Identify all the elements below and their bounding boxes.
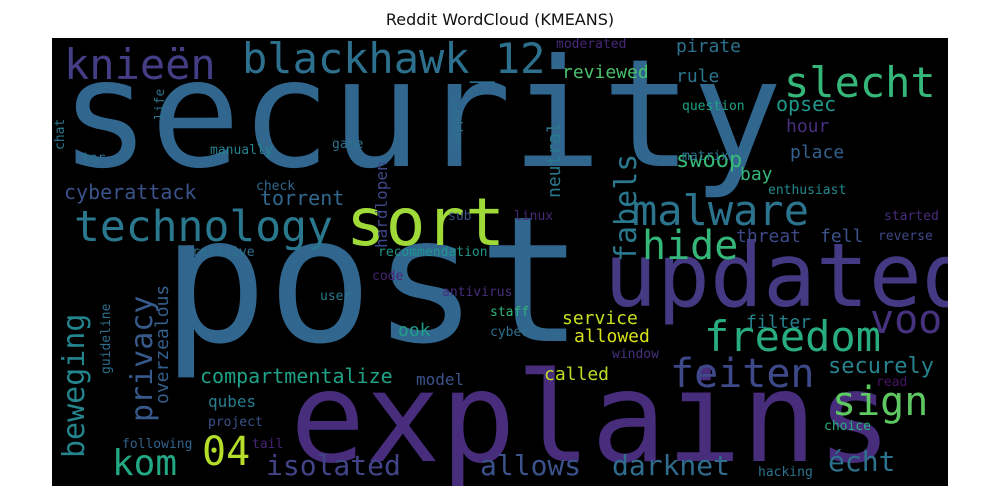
word-reviewed: reviewed xyxy=(562,62,649,83)
word-cloud-canvas: security post explains updated sort technolog… xyxy=(52,38,948,486)
word-allows: allows xyxy=(480,449,582,482)
word-manually: manually xyxy=(210,143,273,158)
word-knie-n: knieën xyxy=(64,40,216,89)
word-pirate: pirate xyxy=(676,38,742,57)
word-kom: kom xyxy=(112,443,178,484)
word-opsec: opsec xyxy=(776,92,837,116)
word-staff: staff xyxy=(490,305,530,320)
word-started: started xyxy=(884,209,939,224)
word-blackhawk-12: blackhawk_12 xyxy=(242,38,546,83)
word-neutral: neutral xyxy=(544,122,565,198)
word-feiten: feiten xyxy=(670,351,815,397)
word-following: following xyxy=(122,437,193,452)
word--cht: écht xyxy=(828,445,896,478)
word-allowed: allowed xyxy=(574,326,650,347)
word-technology: technology xyxy=(74,202,333,252)
word-darknet: darknet xyxy=(612,449,731,482)
word-ook: ook xyxy=(398,320,431,341)
word-securely: securely xyxy=(828,354,934,379)
word-relative: relative xyxy=(192,245,255,260)
word-threat: threat xyxy=(736,226,802,247)
word-post: post xyxy=(162,180,584,383)
chart-title: Reddit WordCloud (KMEANS) xyxy=(385,10,615,29)
word-hide: hide xyxy=(642,223,739,269)
word-window: window xyxy=(612,347,659,362)
word-code: code xyxy=(372,269,404,284)
word-qubes: qubes xyxy=(208,392,257,411)
word-chat: chat xyxy=(53,118,68,150)
word-question: question xyxy=(682,99,745,114)
word-project: project xyxy=(208,415,263,430)
word-matrix: matrix xyxy=(682,149,729,164)
word-voor: voor xyxy=(870,297,948,343)
word-explains: explains xyxy=(290,346,893,486)
word-sort: sort xyxy=(346,184,505,261)
word-fabels: fabels xyxy=(609,153,644,262)
word-place: place xyxy=(790,142,845,163)
word-updated: updated xyxy=(604,224,948,327)
word-check: check xyxy=(256,179,296,194)
word-compartmentalize: compartmentalize xyxy=(200,364,393,388)
word-fell: fell xyxy=(820,226,864,247)
word-guideline: guideline xyxy=(99,303,114,374)
word-filter: filter xyxy=(746,312,812,333)
word-overzealous: overzealous xyxy=(152,284,173,404)
word-reverse: reverse xyxy=(878,229,933,244)
word-swoop: swoop xyxy=(676,148,743,173)
word-rule: rule xyxy=(676,66,720,87)
word-life: life xyxy=(153,88,168,120)
word-beweging: beweging xyxy=(57,313,92,459)
word-support: support xyxy=(449,93,464,148)
word-recommendation: recommendation xyxy=(378,245,488,260)
word-tail: tail xyxy=(252,437,284,452)
word-enthusiast: enthusiast xyxy=(768,183,847,198)
word-model: model xyxy=(416,370,465,389)
word-service: service xyxy=(562,308,638,329)
word-called: called xyxy=(544,364,610,385)
word-user: user xyxy=(320,289,352,304)
word-read: read xyxy=(876,375,908,390)
word-game: game xyxy=(332,137,364,152)
word-freedom: freedom xyxy=(704,312,882,361)
word-antivirus: antivirus xyxy=(442,285,513,300)
word-slecht: slecht xyxy=(784,58,936,107)
word-isolated: isolated xyxy=(266,449,401,482)
word-cyberattack: cyberattack xyxy=(64,180,197,204)
word-choice: choice xyxy=(824,419,871,434)
word-torrent: torrent xyxy=(260,186,345,210)
word-bay: bay xyxy=(740,164,773,185)
word-sub: sub xyxy=(448,209,472,224)
word-linux: linux xyxy=(514,209,554,224)
word-moderated: moderated xyxy=(556,38,627,52)
word-sign: sign xyxy=(832,379,929,425)
word-cyber: cyber xyxy=(490,325,530,340)
word-hour: hour xyxy=(786,116,830,137)
word-hardlopen: hardlopen xyxy=(372,161,391,248)
word-tor: tor xyxy=(82,151,106,166)
word-malware: malware xyxy=(632,186,810,235)
word-hacking: hacking xyxy=(758,465,813,480)
word-04: 04 xyxy=(202,429,251,475)
word-security: security xyxy=(60,38,783,202)
